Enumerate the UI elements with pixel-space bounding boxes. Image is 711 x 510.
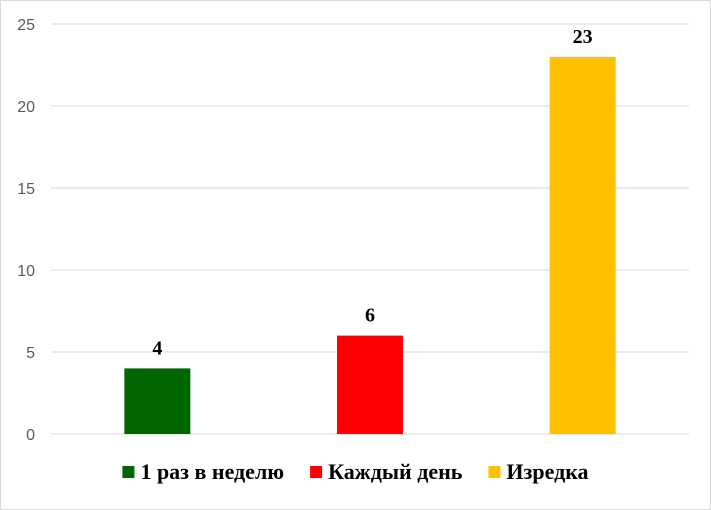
legend-item: Изредка — [488, 459, 589, 484]
legend-swatch — [310, 466, 323, 478]
legend-label: Изредка — [506, 459, 588, 484]
legend-label: 1 раз в неделю — [140, 459, 284, 484]
legend-label: Каждый день — [328, 459, 463, 484]
bars — [124, 56, 616, 435]
y-tick-label: 25 — [17, 17, 35, 34]
data-label: 4 — [152, 337, 162, 359]
legend-item: 1 раз в неделю — [122, 459, 284, 484]
legend-swatch — [488, 466, 501, 478]
legend-swatch — [122, 466, 135, 478]
legend-item: Каждый день — [310, 459, 463, 484]
bar — [337, 335, 403, 434]
y-tick-label: 5 — [26, 345, 35, 362]
y-tick-label: 15 — [17, 181, 35, 198]
bar — [124, 368, 191, 434]
y-axis-ticks: 0 5 10 15 20 25 — [17, 17, 35, 444]
y-tick-label: 0 — [26, 427, 35, 444]
y-tick-label: 20 — [17, 99, 35, 116]
data-label: 23 — [573, 26, 593, 48]
bar — [549, 56, 616, 435]
data-label: 6 — [365, 305, 375, 327]
y-tick-label: 10 — [17, 263, 35, 280]
data-labels: 4 6 23 — [152, 26, 592, 360]
legend: 1 раз в неделю Каждый день Изредка — [122, 459, 589, 484]
